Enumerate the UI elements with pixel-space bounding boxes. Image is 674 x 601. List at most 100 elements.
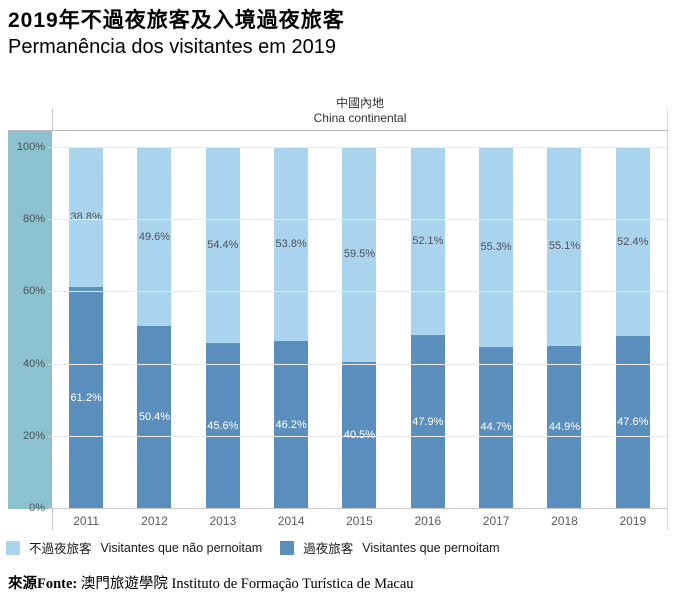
source-label: 來源Fonte: bbox=[8, 576, 78, 592]
stacked-bar: 52.1% 47.9% bbox=[410, 147, 445, 508]
x-tick-label: 2014 bbox=[277, 514, 305, 528]
x-axis: 2011 2012 2013 2014 2015 2016 2017 2018 2019 bbox=[8, 509, 668, 530]
bar-segment-overnight[interactable]: 44.9% bbox=[547, 345, 582, 508]
y-tick-label: 0% bbox=[29, 502, 45, 514]
page-title-pt: Permanência dos visitantes em 2019 bbox=[8, 36, 336, 59]
bar-value-label: 54.4% bbox=[207, 239, 239, 252]
panel-title-en: China continental bbox=[313, 111, 407, 125]
bar-value-label: 61.2% bbox=[70, 391, 102, 404]
bar-segment-non-overnight[interactable]: 52.4% bbox=[615, 147, 650, 337]
legend: 不過夜旅客 Visitantes que não pernoitam 過夜旅客 … bbox=[6, 538, 500, 557]
bar-value-label: 44.9% bbox=[548, 420, 581, 433]
bar-segment-non-overnight[interactable]: 38.8% bbox=[69, 147, 104, 288]
bar-segment-overnight[interactable]: 40.5% bbox=[342, 361, 377, 508]
bar-value-label: 47.6% bbox=[617, 416, 649, 429]
bar-column: 52.4% 47.6% bbox=[599, 147, 667, 508]
bar-value-label: 40.5% bbox=[344, 429, 375, 441]
x-labels: 2011 2012 2013 2014 2015 2016 2017 2018 2019 bbox=[52, 509, 668, 530]
legend-label-pt: Visitantes que pernoitam bbox=[362, 540, 500, 555]
bars: 38.8% 61.2% 49.6% 50.4% 54.4% 45.6% 53.8% 46.2%… bbox=[52, 147, 667, 508]
bar-segment-overnight[interactable]: 50.4% bbox=[137, 326, 172, 508]
panel-header: 中國內地 China continental bbox=[8, 93, 668, 131]
gridline bbox=[52, 147, 667, 148]
x-tick-label: 2013 bbox=[209, 514, 237, 528]
plot-area: 38.8% 61.2% 49.6% 50.4% 54.4% 45.6% 53.8% 46.2%… bbox=[52, 131, 668, 509]
bar-column: 55.3% 44.7% bbox=[462, 147, 530, 508]
stacked-bar: 55.3% 44.7% bbox=[479, 147, 514, 508]
bar-segment-non-overnight[interactable]: 54.4% bbox=[205, 147, 240, 344]
bar-value-label: 49.6% bbox=[138, 230, 171, 243]
bar-column: 53.8% 46.2% bbox=[257, 147, 325, 508]
bar-value-label: 55.1% bbox=[548, 240, 581, 253]
bar-value-label: 52.4% bbox=[617, 235, 649, 248]
legend-item-overnight[interactable]: 過夜旅客 Visitantes que pernoitam bbox=[280, 538, 500, 557]
stacked-bar: 38.8% 61.2% bbox=[69, 147, 104, 508]
x-axis-spacer bbox=[8, 509, 53, 530]
stacked-bar: 55.1% 44.9% bbox=[547, 147, 582, 508]
bar-column: 52.1% 47.9% bbox=[394, 147, 462, 508]
y-tick-label: 60% bbox=[22, 285, 45, 298]
y-tick-label: 20% bbox=[22, 429, 45, 442]
bar-segment-overnight[interactable]: 45.6% bbox=[205, 343, 240, 508]
bar-value-label: 46.2% bbox=[275, 418, 307, 431]
chart-panel: 中國內地 China continental 100% 80% 60% 40% 20% 0… bbox=[8, 93, 668, 530]
y-tick-label: 40% bbox=[22, 357, 45, 370]
bar-segment-overnight[interactable]: 47.9% bbox=[410, 335, 445, 508]
bar-column: 55.1% 44.9% bbox=[530, 147, 598, 508]
x-tick-label: 2011 bbox=[73, 514, 100, 528]
bar-value-label: 45.6% bbox=[207, 419, 239, 432]
bar-value-label: 47.9% bbox=[412, 415, 444, 428]
gridline bbox=[52, 435, 667, 437]
x-tick-label: 2015 bbox=[346, 514, 373, 528]
source-note: 來源Fonte: 澳門旅遊學院 Instituto de Formação Tu… bbox=[8, 572, 414, 593]
bar-segment-overnight[interactable]: 61.2% bbox=[69, 287, 104, 508]
legend-swatch-dark-icon bbox=[280, 540, 295, 555]
bar-segment-non-overnight[interactable]: 59.5% bbox=[342, 147, 377, 362]
bar-value-label: 50.4% bbox=[138, 411, 171, 424]
source-text: 澳門旅遊學院 Instituto de Formação Turística d… bbox=[77, 576, 414, 592]
bar-column: 54.4% 45.6% bbox=[189, 147, 257, 508]
legend-label-zh: 不過夜旅客 bbox=[29, 542, 92, 556]
stacked-bar: 54.4% 45.6% bbox=[205, 147, 240, 508]
x-tick-label: 2016 bbox=[414, 514, 442, 528]
bar-value-label: 53.8% bbox=[275, 238, 307, 251]
legend-label-pt: Visitantes que não pernoitam bbox=[100, 540, 263, 555]
panel-title-zh: 中國內地 bbox=[335, 96, 384, 110]
page-title-zh: 2019年不過夜旅客及入境過夜旅客 bbox=[8, 9, 345, 32]
header-divider-right bbox=[667, 109, 668, 130]
x-tick-label: 2012 bbox=[141, 514, 168, 528]
stacked-bar: 59.5% 40.5% bbox=[342, 147, 377, 508]
gridline bbox=[52, 291, 667, 293]
page-header: 2019年不過夜旅客及入境過夜旅客 Permanência dos visita… bbox=[8, 8, 345, 59]
legend-label-zh: 過夜旅客 bbox=[303, 542, 354, 556]
bar-value-label: 59.5% bbox=[343, 248, 376, 261]
bar-segment-non-overnight[interactable]: 52.1% bbox=[410, 147, 445, 336]
gridline bbox=[52, 363, 667, 365]
panel-header-text: 中國內地 China continental bbox=[52, 96, 668, 126]
stacked-bar: 49.6% 50.4% bbox=[137, 147, 172, 508]
bar-segment-non-overnight[interactable]: 55.3% bbox=[479, 147, 514, 347]
stacked-bar: 53.8% 46.2% bbox=[274, 147, 309, 508]
chart-body: 100% 80% 60% 40% 20% 0% 38.8% 61.2% 49.6% 50.4% 5… bbox=[8, 131, 668, 514]
y-axis-strip: 100% 80% 60% 40% 20% 0% bbox=[8, 131, 57, 514]
x-tick-label: 2018 bbox=[551, 514, 578, 528]
bar-segment-non-overnight[interactable]: 53.8% bbox=[274, 147, 309, 342]
bar-value-label: 44.7% bbox=[480, 421, 512, 434]
y-tick-label: 100% bbox=[16, 141, 45, 153]
bar-value-label: 55.3% bbox=[480, 240, 512, 253]
bar-segment-non-overnight[interactable]: 55.1% bbox=[547, 147, 582, 346]
bar-column: 59.5% 40.5% bbox=[325, 147, 393, 508]
bar-segment-non-overnight[interactable]: 49.6% bbox=[137, 147, 172, 327]
bar-column: 49.6% 50.4% bbox=[120, 147, 188, 508]
bar-value-label: 52.1% bbox=[412, 235, 444, 248]
bar-segment-overnight[interactable]: 46.2% bbox=[274, 341, 309, 508]
bar-column: 38.8% 61.2% bbox=[52, 147, 120, 508]
bar-segment-overnight[interactable]: 47.6% bbox=[615, 336, 650, 508]
x-tick-label: 2019 bbox=[619, 514, 647, 528]
legend-item-non-overnight[interactable]: 不過夜旅客 Visitantes que não pernoitam bbox=[6, 538, 262, 557]
header-divider-left bbox=[52, 109, 53, 130]
legend-swatch-light-icon bbox=[6, 540, 20, 555]
bar-value-label: 38.8% bbox=[70, 211, 102, 224]
bar-segment-overnight[interactable]: 44.7% bbox=[479, 346, 514, 508]
x-tick-label: 2017 bbox=[482, 514, 510, 528]
